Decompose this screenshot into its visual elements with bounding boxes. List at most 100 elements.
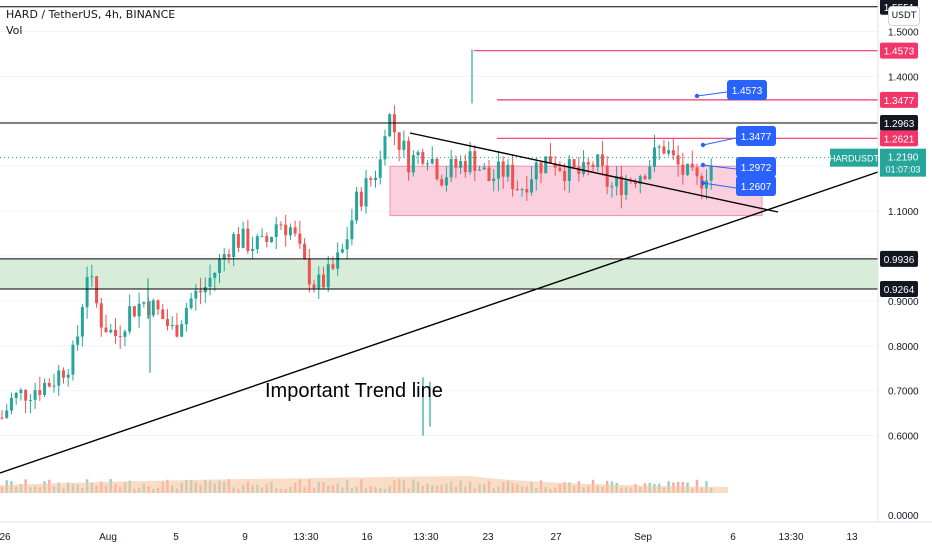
candle-body (123, 331, 127, 337)
callout-box (727, 80, 767, 100)
candle-body (388, 114, 392, 137)
candle-body (667, 150, 671, 154)
time-tick-label: 13:30 (413, 532, 438, 543)
candle-body (454, 159, 458, 168)
candle-body (615, 176, 619, 187)
candle-body (293, 227, 297, 234)
candle-body (99, 303, 103, 328)
candle-body (657, 146, 661, 148)
candle-body (421, 152, 425, 164)
candle-body (596, 154, 600, 167)
candle-body (156, 300, 160, 310)
candle-body (548, 156, 552, 164)
callout-anchor (700, 162, 706, 168)
callout-anchor (694, 93, 700, 99)
candle-body (619, 176, 623, 195)
candle-body (14, 392, 18, 398)
candle-body (605, 165, 609, 187)
candle-body (407, 140, 411, 173)
candle-body (449, 159, 453, 178)
volume-ma-area (0, 476, 728, 493)
candle-body (227, 254, 231, 258)
candle-body (52, 385, 56, 387)
candle-body (624, 180, 628, 195)
candle-body (28, 399, 32, 401)
candle-body (364, 178, 368, 207)
candle-body (468, 151, 472, 173)
candle-body (374, 177, 378, 181)
time-tick-label: Aug (99, 532, 117, 543)
bar-countdown: 01:07:03 (885, 165, 920, 175)
candle-body (383, 136, 387, 160)
callout-label: 1.2972 (741, 163, 772, 174)
level-price-text: 0.9936 (884, 255, 915, 266)
candle-body (600, 154, 604, 166)
candle-body (232, 234, 236, 258)
candle-body (355, 191, 359, 221)
candle-body (279, 224, 283, 226)
callout-label: 1.3477 (741, 132, 772, 143)
callout-box (736, 176, 776, 196)
candle-body (274, 224, 278, 237)
candle-body (132, 306, 136, 317)
candle-body (19, 389, 23, 393)
drawings-layer: 1.4573 1.3477 1.2972 1.2607 Important Trend … (0, 6, 879, 474)
candle-body (511, 164, 515, 190)
callout-anchor (700, 142, 706, 148)
candle-body (643, 176, 647, 180)
candle-body (80, 307, 84, 337)
candle-body (265, 235, 269, 243)
candle-body (322, 274, 326, 288)
candle-body (161, 309, 165, 320)
price-tick-label: 0.8000 (888, 342, 919, 353)
candle-body (530, 179, 534, 193)
level-price-tag (880, 91, 918, 108)
callout-connector (702, 182, 737, 189)
candle-body (43, 382, 47, 395)
candle-body (662, 146, 666, 154)
candle-body (109, 329, 113, 333)
price-tick-label: 0.6000 (888, 432, 919, 443)
candle-body (539, 162, 543, 174)
candle-body (241, 228, 245, 248)
ascending-trend-line (0, 171, 879, 474)
candle-body (629, 180, 633, 182)
candle-body (298, 233, 302, 244)
support-zone (0, 258, 878, 290)
candle-body (175, 324, 179, 337)
candle-body (189, 298, 193, 309)
candle-body (255, 236, 259, 250)
candle-body (525, 189, 529, 193)
symbol-tag (830, 148, 878, 167)
time-tick-label: 13:30 (293, 532, 318, 543)
candle-body (671, 150, 675, 156)
price-tick-label: 1.1000 (888, 207, 919, 218)
candle-body (47, 382, 51, 387)
candle-body (194, 290, 198, 299)
candle-body (118, 335, 122, 337)
time-tick-label: 6 (730, 532, 736, 543)
candles-layer (0, 49, 713, 436)
candle-body (411, 155, 415, 173)
candle-body (416, 152, 420, 156)
candle-body (473, 151, 477, 171)
candle-body (142, 302, 146, 304)
currency-button[interactable]: USDT (888, 6, 920, 26)
candle-body (586, 162, 590, 165)
candle-body (303, 243, 307, 259)
candle-body (222, 254, 226, 260)
candle-body (378, 159, 382, 178)
candle-body (350, 220, 354, 240)
candle-body (90, 276, 94, 278)
candle-body (66, 374, 70, 378)
candle-body (501, 161, 505, 177)
candle-body (582, 162, 586, 174)
candle-body (695, 167, 699, 177)
callout-box (736, 157, 776, 177)
candle-body (572, 159, 576, 168)
level-price-text: 0.9264 (884, 285, 915, 296)
candle-body (520, 189, 524, 191)
candle-body (487, 167, 491, 181)
candle-body (359, 191, 363, 207)
